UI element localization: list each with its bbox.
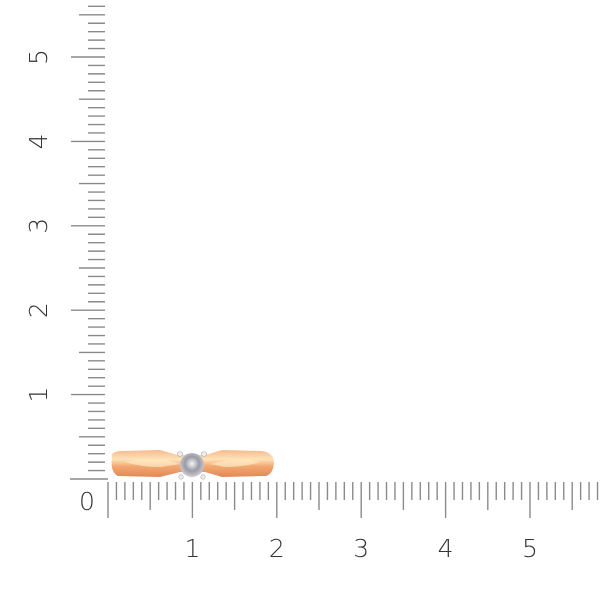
- ring-image: [111, 450, 274, 480]
- ruler-label: 3: [24, 218, 53, 234]
- diamond-stone: [180, 453, 204, 477]
- ruler-label: 5: [24, 49, 53, 65]
- ruler-label: 2: [269, 534, 285, 563]
- ruler-label: 2: [24, 302, 53, 318]
- ruler-label: 4: [24, 133, 53, 149]
- ruler-label: 0: [79, 487, 95, 516]
- vertical-ruler: [71, 5, 105, 472]
- horizontal-ruler: [70, 478, 599, 518]
- ruler-label: 4: [438, 534, 454, 563]
- ruler-label: 3: [353, 534, 369, 563]
- ruler-label: 1: [24, 387, 53, 403]
- ruler-label: 1: [184, 534, 200, 563]
- ruler-label: 5: [522, 534, 538, 563]
